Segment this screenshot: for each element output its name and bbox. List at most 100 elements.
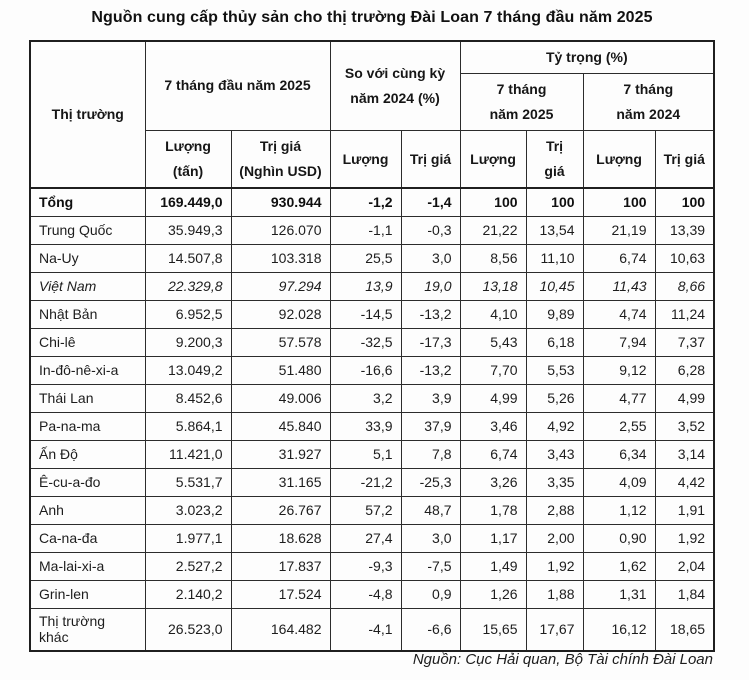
value-cell: 11,10 (525, 243, 584, 273)
value-cell: 2,88 (525, 495, 584, 525)
value-cell: 7,8 (400, 439, 461, 469)
value-cell: 6,74 (582, 243, 656, 273)
value-cell: 103.318 (230, 243, 331, 273)
col-header-qty-ton-line1: Lượng (165, 138, 211, 155)
table-row: Ấn Độ 11.421,0 31.927 5,1 7,8 6,74 3,43 6,34 3,1… (29, 439, 715, 469)
col-group-share-2024-line1: 7 tháng (623, 80, 674, 97)
value-cell: -7,5 (400, 551, 461, 581)
value-cell: 49.006 (230, 383, 331, 413)
value-cell: 1,91 (654, 495, 715, 525)
value-cell: 3,26 (459, 467, 527, 497)
table-row: Thái Lan 8.452,6 49.006 3,2 3,9 4,99 5,26 4,77 4… (29, 383, 715, 413)
value-cell: 35.949,3 (144, 215, 232, 245)
value-cell: 25,5 (329, 243, 402, 273)
table-row: Anh 3.023,2 26.767 57,2 48,7 1,78 2,88 1,12 1,91 (29, 495, 715, 525)
value-cell: 3,43 (525, 439, 584, 469)
table-row: Trung Quốc 35.949,3 126.070 -1,1 -0,3 21,22 13… (29, 215, 715, 245)
market-cell: Nhật Bản (29, 299, 146, 329)
value-cell: 169.449,0 (144, 187, 232, 217)
value-cell: 37,9 (400, 411, 461, 441)
value-cell: 11,43 (582, 271, 656, 301)
market-cell: Việt Nam (29, 271, 146, 301)
market-cell: Ca-na-đa (29, 523, 146, 553)
value-cell: 18.628 (230, 523, 331, 553)
value-cell: 4,77 (582, 383, 656, 413)
value-cell: 2.527,2 (144, 551, 232, 581)
value-cell: -14,5 (329, 299, 402, 329)
value-cell: 13,9 (329, 271, 402, 301)
col-header-share25-val: Trị giá (525, 129, 584, 189)
value-cell: 10,63 (654, 243, 715, 273)
value-cell: 15,65 (459, 607, 527, 652)
value-cell: 5,26 (525, 383, 584, 413)
value-cell: 21,22 (459, 215, 527, 245)
value-cell: 14.507,8 (144, 243, 232, 273)
value-cell: 3,14 (654, 439, 715, 469)
value-cell: 3,2 (329, 383, 402, 413)
col-header-share25-val-line2: giá (544, 162, 565, 179)
source-note: Nguồn: Cục Hải quan, Bộ Tài chính Đài Lo… (412, 651, 713, 668)
value-cell: -13,2 (400, 355, 461, 385)
value-cell: 4,99 (459, 383, 527, 413)
col-header-val-kusd: Trị giá (Nghìn USD) (230, 129, 331, 189)
table-row: Ê-cu-a-đo 5.531,7 31.165 -21,2 -25,3 3,26 3,35… (29, 467, 715, 497)
col-group-vs-2024-line1: So với cùng kỳ (344, 64, 446, 81)
table-row: Việt Nam 22.329,8 97.294 13,9 19,0 13,18 10,45… (29, 271, 715, 301)
value-cell: 57,2 (329, 495, 402, 525)
value-cell: 97.294 (230, 271, 331, 301)
value-cell: 1,92 (525, 551, 584, 581)
value-cell: 6.952,5 (144, 299, 232, 329)
value-cell: 5,53 (525, 355, 584, 385)
seafood-supply-table: Thị trường 7 tháng đầu năm 2025 So với c… (29, 40, 716, 653)
col-group-share-2025-line1: 7 tháng (496, 80, 547, 97)
value-cell: 19,0 (400, 271, 461, 301)
value-cell: 1,49 (459, 551, 527, 581)
value-cell: 13.049,2 (144, 355, 232, 385)
value-cell: -17,3 (400, 327, 461, 357)
header-row-groups: Thị trường 7 tháng đầu năm 2025 So với c… (29, 40, 715, 189)
value-cell: -0,3 (400, 215, 461, 245)
market-cell: Chi-lê (29, 327, 146, 357)
col-group-share-2025: 7 tháng năm 2025 (459, 72, 584, 131)
value-cell: 13,54 (525, 215, 584, 245)
value-cell: 0,90 (582, 523, 656, 553)
value-cell: -25,3 (400, 467, 461, 497)
table-body: Tổng 169.449,0 930.944 -1,2 -1,4 100 100 100 100… (29, 187, 715, 652)
value-cell: 8.452,6 (144, 383, 232, 413)
value-cell: 7,70 (459, 355, 527, 385)
value-cell: -1,4 (400, 187, 461, 217)
col-header-cmp-val: Trị giá (400, 129, 461, 189)
value-cell: 6,34 (582, 439, 656, 469)
value-cell: 16,12 (582, 607, 656, 652)
value-cell: 31.927 (230, 439, 331, 469)
header-row-share-periods: 7 tháng năm 2025 7 tháng năm 2024 (30, 72, 715, 131)
table-row: Chi-lê 9.200,3 57.578 -32,5 -17,3 5,43 6,18 7,9… (29, 327, 715, 357)
col-header-share24-val: Trị giá (654, 129, 715, 189)
col-header-val-kusd-line1: Trị giá (259, 138, 302, 155)
value-cell: 1,88 (525, 579, 584, 609)
table-row: Ma-lai-xi-a 2.527,2 17.837 -9,3 -7,5 1,49 1,92… (29, 551, 715, 581)
value-cell: 100 (582, 187, 656, 217)
table-row: Ca-na-đa 1.977,1 18.628 27,4 3,0 1,17 2,00 0,90… (29, 523, 715, 553)
value-cell: 26.523,0 (144, 607, 232, 652)
table-row: Grin-len 2.140,2 17.524 -4,8 0,9 1,26 1,88 1,31… (29, 579, 715, 609)
value-cell: 17.837 (230, 551, 331, 581)
table-row: Nhật Bản 6.952,5 92.028 -14,5 -13,2 4,10 9,89 4… (29, 299, 715, 329)
value-cell: 2.140,2 (144, 579, 232, 609)
value-cell: 2,00 (525, 523, 584, 553)
value-cell: 164.482 (230, 607, 331, 652)
value-cell: 92.028 (230, 299, 331, 329)
table-row: Thị trường khác 26.523,0 164.482 -4,1 -6,6 15… (29, 607, 715, 652)
value-cell: 9,89 (525, 299, 584, 329)
value-cell: 3,0 (400, 523, 461, 553)
value-cell: 1,84 (654, 579, 715, 609)
value-cell: 1,31 (582, 579, 656, 609)
value-cell: 3.023,2 (144, 495, 232, 525)
value-cell: 51.480 (230, 355, 331, 385)
value-cell: 13,39 (654, 215, 715, 245)
value-cell: 21,19 (582, 215, 656, 245)
market-cell: Thái Lan (29, 383, 146, 413)
value-cell: 22.329,8 (144, 271, 232, 301)
value-cell: -9,3 (329, 551, 402, 581)
value-cell: 57.578 (230, 327, 331, 357)
